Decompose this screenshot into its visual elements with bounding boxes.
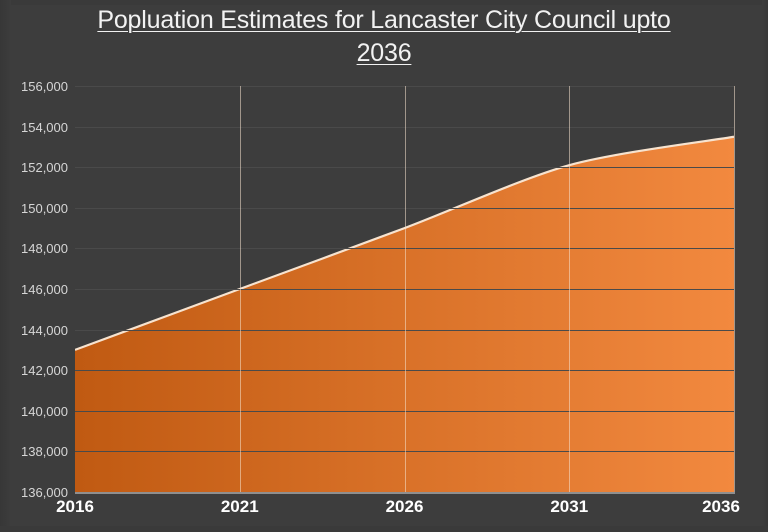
horizontal-gridline — [75, 248, 734, 250]
vertical-gridline — [405, 86, 406, 492]
y-axis-tick-label: 136,000 — [21, 485, 68, 500]
horizontal-gridline — [75, 451, 734, 453]
y-axis-tick-label: 148,000 — [21, 241, 68, 257]
y-axis-tick-label: 146,000 — [21, 282, 68, 297]
chart-title: Popluation Estimates for Lancaster City … — [97, 6, 671, 67]
y-axis-tick-label: 140,000 — [21, 403, 68, 419]
left-edge-band — [0, 0, 11, 532]
y-axis-tick-label: 150,000 — [21, 200, 68, 216]
area-border-line — [75, 135, 734, 351]
y-axis-tick-label: 138,000 — [21, 444, 68, 460]
horizontal-gridline — [75, 329, 734, 331]
x-axis-tick-label: 2016 — [56, 497, 94, 516]
horizontal-gridline — [75, 289, 734, 290]
horizontal-gridline — [75, 207, 734, 209]
x-axis-tick-label: 2026 — [385, 497, 424, 516]
x-axis: 2016 2021 2026 2031 2036 — [0, 497, 768, 527]
vertical-gridline — [240, 86, 241, 492]
top-edge-band — [0, 0, 768, 5]
plot-area — [75, 86, 735, 492]
horizontal-gridline — [75, 410, 734, 412]
y-axis-tick-label: 154,000 — [21, 119, 68, 135]
x-axis-tick-label: 2036 — [702, 497, 740, 516]
x-axis-tick-label: 2031 — [550, 497, 589, 516]
y-axis-tick-label: 152,000 — [21, 160, 68, 176]
horizontal-gridline — [75, 167, 734, 169]
y-axis-tick-label: 156,000 — [21, 79, 68, 94]
x-axis-tick-label: 2021 — [220, 497, 259, 516]
y-axis: 136,000 138,000 140,000 142,000 144,000 146,0… — [0, 0, 68, 532]
horizontal-gridline — [75, 86, 734, 87]
right-edge-band — [762, 0, 768, 532]
y-axis-tick-label: 144,000 — [21, 322, 68, 338]
horizontal-gridline — [75, 126, 734, 128]
x-axis-line — [75, 492, 735, 494]
vertical-gridline — [734, 86, 735, 492]
y-axis-tick-label: 142,000 — [21, 363, 68, 379]
vertical-gridline — [569, 86, 570, 492]
horizontal-gridline — [75, 370, 734, 372]
bottom-edge-band — [0, 526, 768, 532]
